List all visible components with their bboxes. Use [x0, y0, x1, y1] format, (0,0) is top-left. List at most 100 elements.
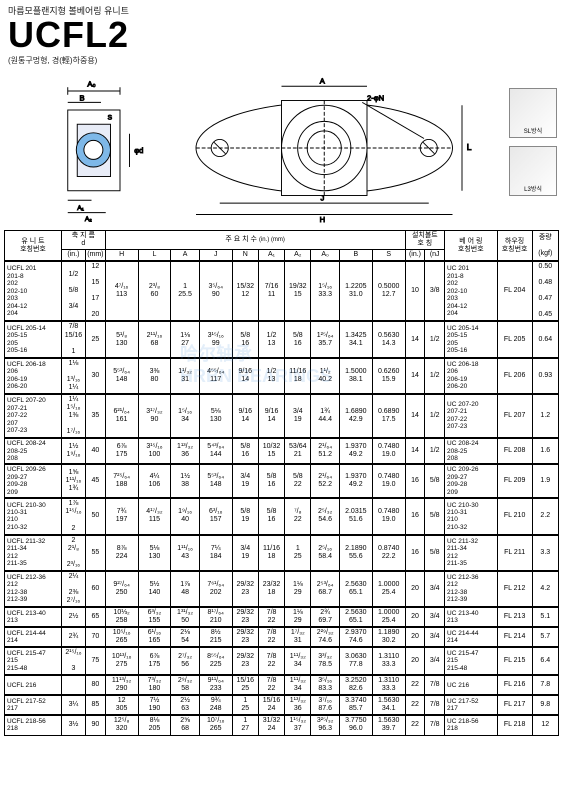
cell: 1.500038.1: [339, 358, 372, 394]
h-A0: A₀: [311, 250, 339, 262]
cell: 1.563039.7: [372, 715, 405, 735]
cell: 1/2: [425, 438, 445, 464]
cell: 2.937074.6: [339, 627, 372, 647]
table-row: UCFL 213-402132½6510⅓₂2586³/₃₂1551³¹/₃₂5…: [5, 607, 559, 627]
h-bolt-in: (nJ: [425, 250, 445, 262]
cell: 0.64: [532, 321, 558, 357]
cell: UCFL 216: [5, 675, 62, 695]
h-weight: 중량(kgf): [532, 231, 558, 262]
cell: 3½: [61, 715, 85, 735]
cell: 7.8: [532, 675, 558, 695]
cell: 3¹⁵/₁₆100: [138, 438, 171, 464]
cell: 40: [86, 438, 106, 464]
cell: 7³/₃₂180: [138, 675, 171, 695]
cell: 7/815/161: [61, 321, 85, 357]
h-S: S: [372, 250, 405, 262]
table-row: UCFL 208-24208-252081½1⁹/₁₆406⅞1753¹⁵/₁₆…: [5, 438, 559, 464]
cell: FL 205: [497, 321, 532, 357]
cell: 1.6: [532, 438, 558, 464]
cell: 16: [405, 535, 425, 571]
cell: 3/4: [425, 571, 445, 607]
cell: 23/3218: [258, 571, 284, 607]
svg-text:2-φN: 2-φN: [367, 94, 384, 103]
cell: 15/1625: [232, 675, 258, 695]
cell: 25: [86, 321, 106, 357]
cell: 1.9: [532, 464, 558, 498]
cell: UCFL 211-32211-34212211-35: [5, 535, 62, 571]
cell: 29/3223: [232, 647, 258, 675]
cell: 31/3224: [258, 715, 284, 735]
cell: 9¹¹/₆₄233: [199, 675, 232, 695]
cell: FL 209: [497, 464, 532, 498]
cell: 3⁵/₆₄90: [199, 261, 232, 321]
cell: 1.000025.4: [372, 607, 405, 627]
cell: 6⅞175: [138, 647, 171, 675]
cell: UC 214-44214: [445, 627, 498, 647]
cell: 22: [405, 715, 425, 735]
cell: 4⁷/₁₆113: [105, 261, 138, 321]
cell: 125: [232, 695, 258, 715]
h-N: N: [232, 250, 258, 262]
product-title: UCFL2: [8, 17, 555, 53]
cell: 1.311033.3: [372, 647, 405, 675]
cell: 5⁴³/₆₄144: [199, 438, 232, 464]
cell: UCFL 209-26209-27209-28209: [5, 464, 62, 498]
drawing-svg: A₀ B S φd A₁ A₂ 2-φN: [8, 72, 555, 224]
cell: 5.7: [532, 627, 558, 647]
cell: 1⅛29: [285, 607, 311, 627]
cell: 7/8: [425, 675, 445, 695]
cell: 70: [86, 627, 106, 647]
cell: 5/816: [232, 438, 258, 464]
cell: 125.5: [171, 261, 199, 321]
cell: 1⅞48: [171, 571, 199, 607]
table-row: UCFL 206-18206206-19206-201⅛1³/₁₆1¼305⁵³…: [5, 358, 559, 394]
cell: FL 211: [497, 535, 532, 571]
cell: UCFL 205-14205-15205205-16: [5, 321, 62, 357]
cell: 2⁹/₃₂58: [171, 675, 199, 695]
cell: 2⁵/₃₂54.6: [311, 498, 339, 534]
cell: 19/3215: [285, 261, 311, 321]
cell: 10: [405, 261, 425, 321]
cell: 2¹/₆₄51.2: [311, 438, 339, 464]
h-A2: A₂: [285, 250, 311, 262]
cell: 7⁶¹/₆₄202: [199, 571, 232, 607]
cell: 0.500012.7: [372, 261, 405, 321]
cell: 1/2: [425, 358, 445, 394]
cell: 3/419: [232, 535, 258, 571]
cell: 15/1624: [258, 695, 284, 715]
cell: 1/2: [425, 394, 445, 438]
cell: 2²⁹/₃₂74.6: [311, 627, 339, 647]
h-shaft: 축 지 름d: [61, 231, 105, 250]
cell: 2⅝68: [171, 715, 199, 735]
cell: FL 214: [497, 627, 532, 647]
cell: 9²⁷/₆₄250: [105, 571, 138, 607]
cell: 3/8: [425, 261, 445, 321]
cell: 2⁵³/₆₄68.7: [311, 571, 339, 607]
cell: 20: [405, 571, 425, 607]
cell: FL 217: [497, 695, 532, 715]
cell: 8¹⁷/₆₄210: [199, 607, 232, 627]
cell: UC 208-24208-25208: [445, 438, 498, 464]
h-A: A: [171, 250, 199, 262]
cell: UCFL 217-52217: [5, 695, 62, 715]
cell: UCFL 214-44214: [5, 627, 62, 647]
cell: 14: [405, 358, 425, 394]
cell: 1³¹/₃₂50: [171, 607, 199, 627]
cell: UC 210-30210-31210210-32: [445, 498, 498, 534]
cell: UCFL 212-36212212-38212-39: [5, 571, 62, 607]
cell: 35: [86, 394, 106, 438]
cell: 2¾: [61, 627, 85, 647]
cell: 5/8: [425, 464, 445, 498]
cell: UC 209-26209-27209-28209: [445, 464, 498, 498]
table-row: UCFL 2168011¹³/₃₂2907³/₃₂1802⁹/₃₂589¹¹/₆…: [5, 675, 559, 695]
cell: 3⁷/₁₆87.6: [311, 695, 339, 715]
cell: UCFL 207-20207-21207-22207207-23: [5, 394, 62, 438]
cell: 0.748019.0: [372, 464, 405, 498]
cell: 5¹/₈130: [105, 321, 138, 357]
cell: 6⅞175: [105, 438, 138, 464]
cell: 3/419: [232, 464, 258, 498]
cell: 15/3212: [232, 261, 258, 321]
cell: 12⁵/₈320: [105, 715, 138, 735]
cell: 8⅛205: [138, 715, 171, 735]
cell: 60: [86, 571, 106, 607]
